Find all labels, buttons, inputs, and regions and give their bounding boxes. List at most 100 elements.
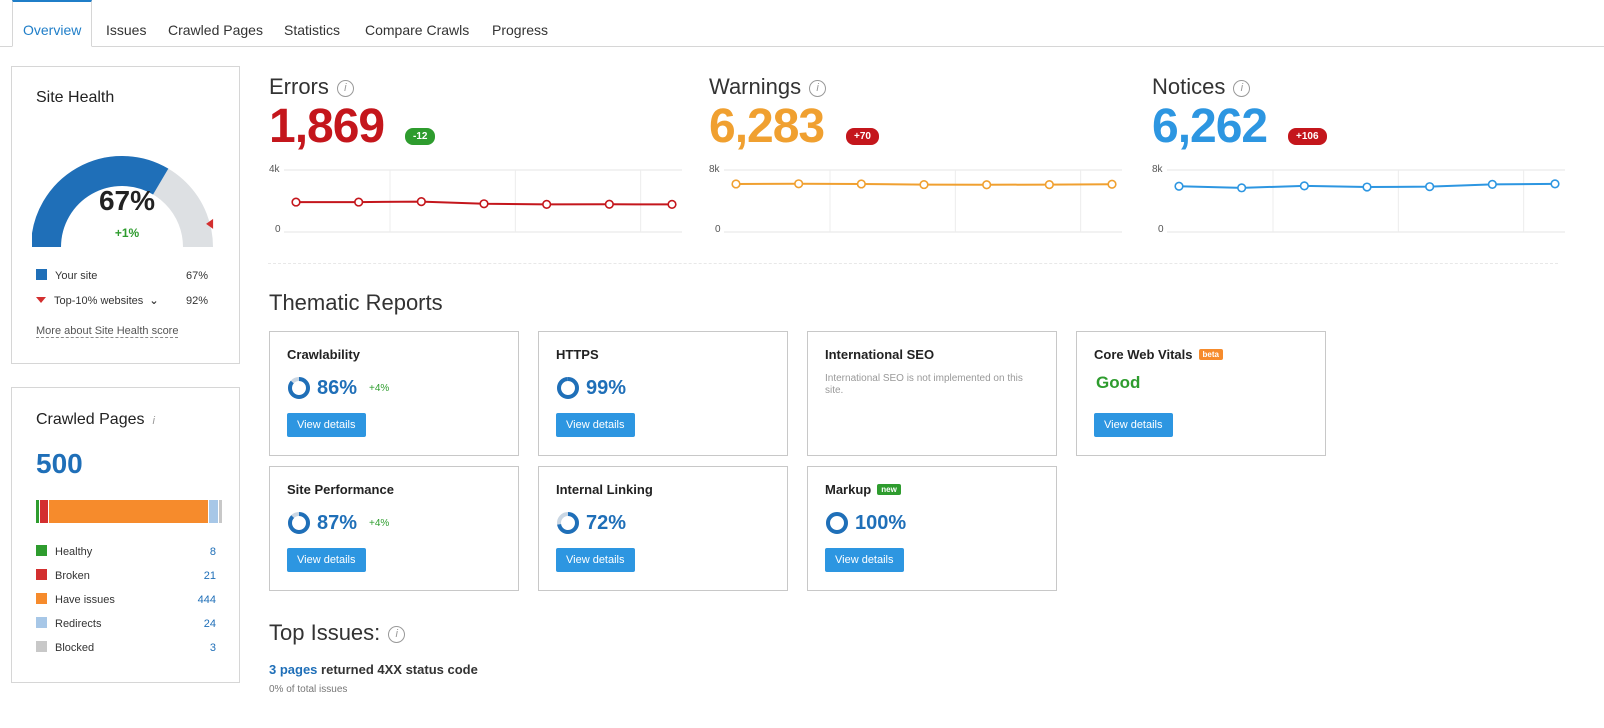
site-health-score: 67% [98,185,156,216]
report-title: Site Performance [287,482,394,497]
view-details-button[interactable]: View details [556,548,635,572]
ring-fill [826,512,848,534]
legend-label: Have issues [55,594,115,606]
notices-data-point[interactable] [1237,183,1247,193]
new-tag: new [877,484,901,495]
warnings-data-point[interactable] [919,179,929,190]
info-icon[interactable]: i [388,626,406,643]
crawled-pages-total[interactable]: 500 [36,448,83,479]
view-details-button[interactable]: View details [1094,413,1173,437]
warnings-data-point[interactable] [856,179,866,189]
errors-data-point[interactable] [479,199,489,209]
score-ring-icon [557,377,579,399]
notices-data-point[interactable] [1174,181,1184,191]
legend-label: Your site [55,270,98,282]
crawled-pages-bar [36,500,222,523]
crawled-pages-title-text: Crawled Pages [36,411,145,428]
report-score: 86% +4% [287,376,389,400]
tab-compare-crawls[interactable]: Compare Crawls [365,22,470,38]
warnings-label: Warnings i [709,74,827,100]
report-score: 72% [556,511,626,535]
warnings-data-point[interactable] [794,179,804,189]
warnings-count[interactable]: 6,283 [709,100,825,153]
warnings-data-point[interactable] [1107,179,1117,189]
top-issue-link[interactable]: 3 pages [269,662,318,677]
legend-count-link[interactable]: 21 [203,570,216,582]
report-score-delta: +4% [369,517,390,529]
report-score-value: 87% [317,511,358,534]
errors-data-point[interactable] [416,197,426,207]
score-ring-icon [288,512,310,534]
legend-label: Blocked [55,642,95,654]
tab-issues[interactable]: Issues [106,22,147,38]
report-card-https: HTTPS 99% View details [538,331,788,456]
top-issue-text: returned 4XX status code [321,662,478,677]
info-icon[interactable]: i [809,80,827,97]
legend-your-site: Your site 67% [36,269,208,283]
bar-segment-have-issues [48,500,209,523]
notices-count[interactable]: 6,262 [1152,100,1268,153]
beta-tag: beta [1198,349,1223,360]
top-issue-row: 3 pages returned 4XX status code [269,662,478,677]
tab-crawled-pages[interactable]: Crawled Pages [168,22,263,38]
site-health-card: Site Health 67% +1% Your site 67% Top-10… [11,66,240,364]
score-ring-icon [826,512,848,534]
tab-overview[interactable]: Overview [12,0,93,47]
report-title: Core Web Vitals beta [1094,347,1223,362]
info-icon[interactable]: i [1233,80,1251,97]
gauge-score-arc [32,156,169,248]
report-card-markup: Markup new 100% View details [807,466,1057,591]
more-about-site-health-link[interactable]: More about Site Health score [36,325,179,338]
view-details-button[interactable]: View details [287,548,366,572]
warnings-data-point[interactable] [1044,180,1054,190]
notices-label-text: Notices [1152,74,1226,99]
info-icon[interactable]: i [152,415,155,427]
warnings-delta-badge: +70 [846,128,879,145]
notices-data-point[interactable] [1487,179,1497,189]
report-title-text: Internal Linking [556,482,653,497]
legend-swatch [36,593,47,604]
tab-progress[interactable]: Progress [492,22,549,38]
legend-label: Redirects [55,618,102,630]
errors-trend-chart [284,169,682,233]
report-card-internal-linking: Internal Linking 72% View details [538,466,788,591]
errors-count[interactable]: 1,869 [269,100,385,153]
legend-count-link[interactable]: 24 [203,618,216,630]
view-details-button[interactable]: View details [556,413,635,437]
notices-data-point[interactable] [1299,181,1309,191]
legend-swatch [36,617,47,628]
view-details-button[interactable]: View details [825,548,904,572]
notices-data-point[interactable] [1425,182,1435,192]
legend-label: Broken [55,570,90,582]
warnings-label-text: Warnings [709,74,802,99]
errors-data-point[interactable] [542,199,552,210]
report-title-text: Crawlability [287,347,360,362]
errors-data-point[interactable] [604,199,614,209]
warnings-data-point[interactable] [982,180,992,190]
report-card-core-web-vitals: Core Web Vitals beta Good View details [1076,331,1326,456]
info-icon[interactable]: i [336,80,354,97]
notices-data-point[interactable] [1362,182,1372,192]
bar-segment-blocked [219,500,222,523]
legend-count-link[interactable]: 444 [197,594,216,606]
report-score: 99% [556,376,626,400]
report-title: HTTPS [556,347,599,362]
errors-data-point[interactable] [291,197,301,207]
site-health-delta: +1% [114,226,140,240]
legend-count-link[interactable]: 3 [209,642,216,654]
y-min-label: 0 [275,224,281,235]
notices-label: Notices i [1152,74,1251,100]
score-ring-icon [288,377,310,399]
legend-swatch [36,641,47,652]
bar-segment-broken [40,500,48,523]
warnings-data-point[interactable] [731,179,741,189]
report-card-crawlability: Crawlability 86% +4% View details [269,331,519,456]
chevron-down-icon[interactable]: ⌄ [149,295,159,307]
notices-data-point[interactable] [1550,179,1560,189]
legend-count-link[interactable]: 8 [209,546,216,558]
crawled-pages-title: Crawled Pages i [36,411,155,429]
errors-data-point[interactable] [667,199,677,210]
errors-data-point[interactable] [354,197,364,207]
tab-statistics[interactable]: Statistics [284,22,341,38]
view-details-button[interactable]: View details [287,413,366,437]
